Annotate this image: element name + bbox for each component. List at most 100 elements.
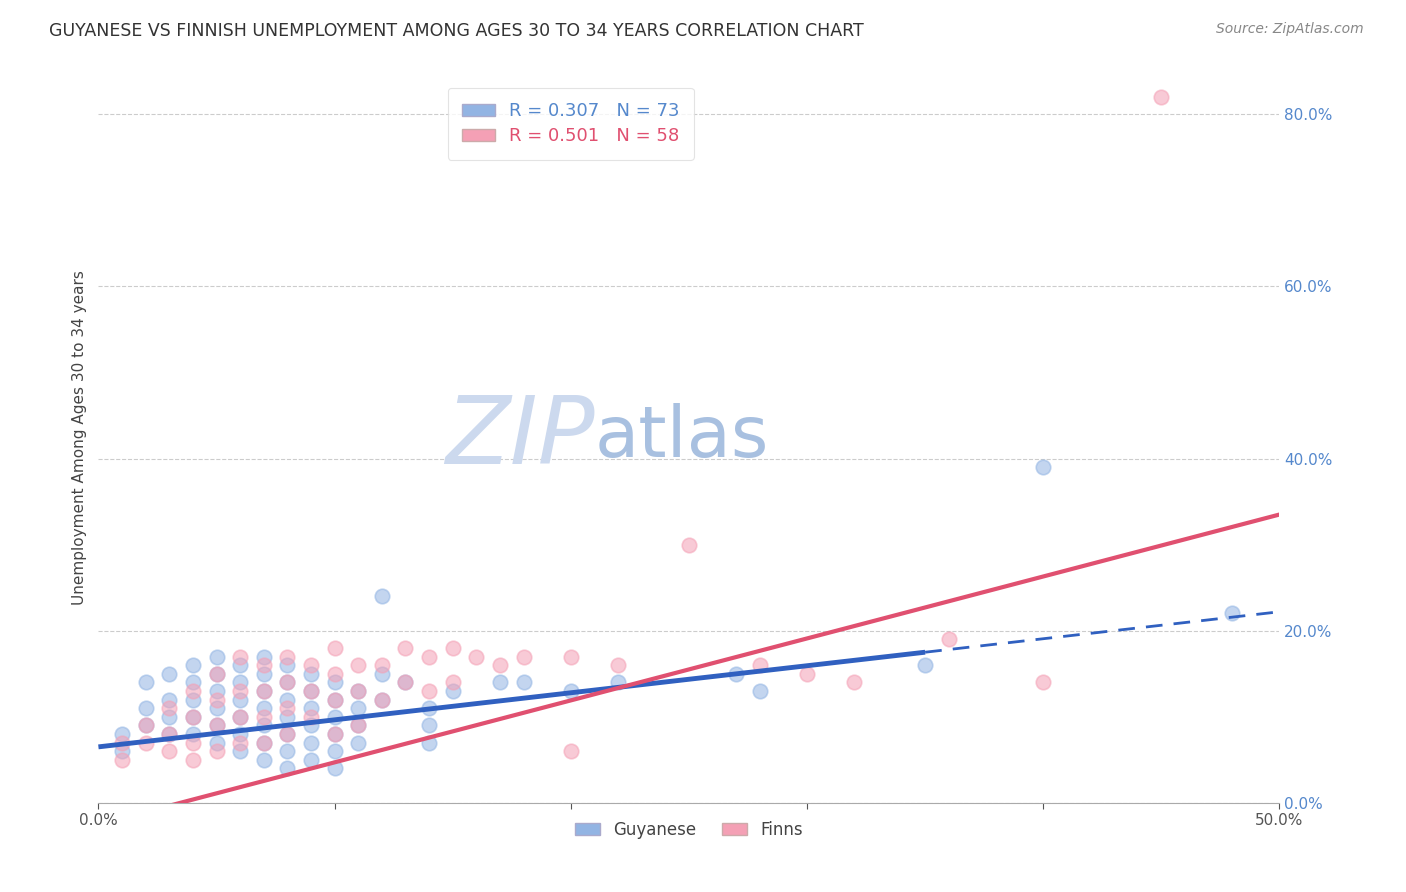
Point bbox=[111, 753, 134, 767]
Point bbox=[229, 710, 252, 724]
Point bbox=[1220, 607, 1243, 621]
Point bbox=[253, 753, 276, 767]
Point bbox=[299, 710, 322, 724]
Point bbox=[229, 675, 252, 690]
Point bbox=[276, 649, 298, 664]
Point bbox=[135, 718, 157, 732]
Point bbox=[205, 735, 228, 749]
Point bbox=[323, 727, 346, 741]
Point bbox=[371, 589, 394, 603]
Point bbox=[135, 701, 157, 715]
Point bbox=[914, 658, 936, 673]
Point bbox=[253, 701, 276, 715]
Point bbox=[299, 701, 322, 715]
Point bbox=[441, 640, 464, 655]
Point bbox=[1032, 675, 1054, 690]
Point bbox=[748, 684, 770, 698]
Point bbox=[253, 718, 276, 732]
Point bbox=[347, 718, 370, 732]
Point bbox=[394, 675, 416, 690]
Point bbox=[465, 649, 488, 664]
Point bbox=[347, 735, 370, 749]
Point bbox=[323, 744, 346, 758]
Point bbox=[229, 710, 252, 724]
Point bbox=[418, 649, 440, 664]
Point bbox=[181, 710, 204, 724]
Point bbox=[181, 684, 204, 698]
Text: atlas: atlas bbox=[595, 402, 769, 472]
Point bbox=[299, 718, 322, 732]
Point bbox=[181, 753, 204, 767]
Point bbox=[299, 666, 322, 681]
Point bbox=[205, 684, 228, 698]
Point bbox=[394, 640, 416, 655]
Point bbox=[229, 649, 252, 664]
Point bbox=[748, 658, 770, 673]
Point bbox=[371, 666, 394, 681]
Point bbox=[299, 735, 322, 749]
Point bbox=[323, 666, 346, 681]
Point bbox=[135, 718, 157, 732]
Point bbox=[229, 744, 252, 758]
Point bbox=[418, 735, 440, 749]
Point bbox=[418, 701, 440, 715]
Point bbox=[253, 658, 276, 673]
Point bbox=[512, 675, 534, 690]
Point bbox=[135, 735, 157, 749]
Point bbox=[347, 701, 370, 715]
Point bbox=[181, 735, 204, 749]
Point bbox=[205, 692, 228, 706]
Point bbox=[323, 640, 346, 655]
Point bbox=[205, 744, 228, 758]
Point bbox=[229, 735, 252, 749]
Point bbox=[796, 666, 818, 681]
Point bbox=[725, 666, 748, 681]
Point bbox=[323, 710, 346, 724]
Point bbox=[253, 649, 276, 664]
Point bbox=[111, 727, 134, 741]
Point bbox=[205, 718, 228, 732]
Point bbox=[205, 666, 228, 681]
Point bbox=[1150, 90, 1173, 104]
Point bbox=[181, 727, 204, 741]
Point bbox=[205, 718, 228, 732]
Point bbox=[844, 675, 866, 690]
Point bbox=[489, 675, 512, 690]
Point bbox=[276, 710, 298, 724]
Point bbox=[347, 684, 370, 698]
Point bbox=[276, 658, 298, 673]
Point bbox=[205, 701, 228, 715]
Point bbox=[938, 632, 960, 647]
Legend: Guyanese, Finns: Guyanese, Finns bbox=[568, 814, 810, 846]
Point bbox=[157, 710, 180, 724]
Point bbox=[347, 658, 370, 673]
Point bbox=[229, 727, 252, 741]
Point bbox=[276, 675, 298, 690]
Point bbox=[253, 684, 276, 698]
Point bbox=[441, 675, 464, 690]
Point bbox=[111, 735, 134, 749]
Point bbox=[347, 718, 370, 732]
Point bbox=[181, 710, 204, 724]
Text: GUYANESE VS FINNISH UNEMPLOYMENT AMONG AGES 30 TO 34 YEARS CORRELATION CHART: GUYANESE VS FINNISH UNEMPLOYMENT AMONG A… bbox=[49, 22, 863, 40]
Point bbox=[276, 744, 298, 758]
Point bbox=[418, 684, 440, 698]
Point bbox=[347, 684, 370, 698]
Text: Source: ZipAtlas.com: Source: ZipAtlas.com bbox=[1216, 22, 1364, 37]
Point bbox=[560, 684, 582, 698]
Point bbox=[441, 684, 464, 698]
Point bbox=[1032, 460, 1054, 475]
Point bbox=[157, 744, 180, 758]
Point bbox=[229, 684, 252, 698]
Point bbox=[323, 692, 346, 706]
Point bbox=[276, 692, 298, 706]
Point bbox=[299, 658, 322, 673]
Point bbox=[181, 658, 204, 673]
Point bbox=[157, 727, 180, 741]
Point bbox=[276, 727, 298, 741]
Point bbox=[489, 658, 512, 673]
Point bbox=[371, 692, 394, 706]
Point bbox=[607, 675, 630, 690]
Point bbox=[253, 684, 276, 698]
Point bbox=[299, 753, 322, 767]
